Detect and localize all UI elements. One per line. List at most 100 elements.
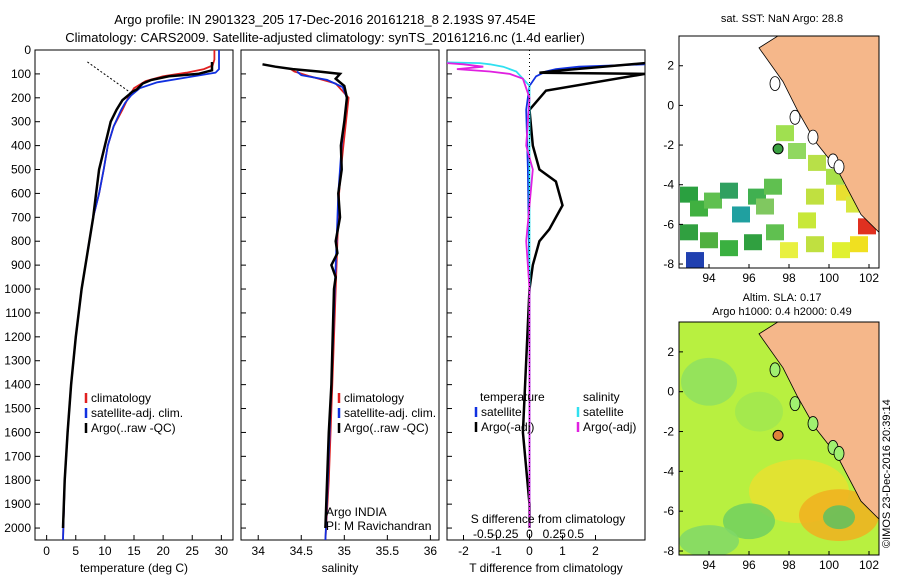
map-x-tick-label: 98 [782,271,796,285]
map-content [679,322,879,555]
legend-entry: Argo(-adj) [481,420,534,434]
legend-entry: climatology [344,391,404,405]
legend-entry: satellite-adj. clim. [344,406,436,420]
y-tick-label: 1800 [4,473,31,487]
mixed-layer-marker [87,61,132,94]
landmass-sumatra [758,36,879,233]
pi-label: PI: M Ravichandran [326,519,431,533]
series-line-argo-raw-qc- [61,62,214,529]
map-y-tick-label: 0 [667,385,674,399]
x-tick-label: 30 [215,544,229,558]
y-tick-label: 1000 [4,282,31,296]
map-frame [678,35,880,269]
sla-anomaly-patch [823,505,855,530]
y-tick-label: 200 [11,91,31,105]
x-tick-label: 1 [559,544,566,558]
x-tick-label: 34 [252,544,266,558]
series-line-argo-raw-qc- [262,63,349,529]
map-y-tick-label: -4 [663,178,674,192]
x-tick-label: 35 [338,544,352,558]
sst-cell [744,234,762,251]
salinity-tick-label: 0.25 [543,527,567,541]
map-y-tick-label: 2 [667,345,674,359]
x-tick-label: -2 [458,544,469,558]
y-tick-label: 1300 [4,354,31,368]
plot-frame [446,49,646,541]
x-tick-label: 0 [526,544,533,558]
y-tick-label: 600 [11,186,31,200]
legend-entry: satellite-adj. clim. [91,406,183,420]
sst-cell [690,200,708,217]
sla-anomaly-patch [681,357,737,406]
series-line-satellite [447,61,531,528]
salinity-tick-label: 0 [526,527,533,541]
island-outline [807,416,819,431]
map-x-tick-label: 100 [819,558,839,572]
island-outline [769,76,781,91]
map-y-tick-label: -6 [663,504,674,518]
sla-anomaly-patch [735,391,783,432]
legend-entry: satellite [481,405,522,419]
map-x-tick-label: 102 [859,558,879,572]
sst-cell [808,154,826,171]
x-tick-label: 20 [156,544,170,558]
float-program-label: Argo INDIA [326,505,387,519]
legend-heading-temperature: temperature [480,390,545,404]
difference-panel: -2 -1 0 1 2 T difference from climatology S di… [446,49,646,575]
x-axis-label: salinity [322,561,359,575]
series-line-argo-adj- [447,62,534,528]
sla-anomaly-patch [723,503,775,540]
sst-cell [832,242,850,259]
sla-map-title-line2: Argo h1000: 0.4 h2000: 0.49 [712,306,852,318]
temperature-panel: 0 5 10 15 20 25 300100200300400500600700800900… [4,43,234,575]
island-outline [769,362,781,378]
sst-cell [806,236,824,253]
sst-cell [680,186,698,203]
island-outline [807,129,819,145]
map-x-tick-label: 96 [742,558,756,572]
island-outline [789,109,801,125]
sst-cell [764,178,782,195]
island-outline [833,446,845,461]
sst-cell [806,188,824,205]
sst-cell [850,236,868,253]
sst-map-title: sat. SST: NaN Argo: 28.8 [720,13,844,25]
legend-heading-salinity: salinity [583,390,620,404]
plot-frame [240,49,440,541]
map-y-tick-label: -2 [663,425,674,439]
map-y-tick-label: -6 [663,217,674,231]
sst-cell [720,240,738,257]
x-tick-label: 34.5 [290,544,314,558]
y-tick-label: 2000 [4,521,31,535]
salinity-diff-axis-label: S difference from climatology [471,512,626,526]
argo-float-marker [772,143,784,155]
legend-entry: satellite [583,405,624,419]
y-tick-label: 1600 [4,425,31,439]
map-y-tick-label: -2 [663,138,674,152]
x-tick-label: -1 [491,544,502,558]
sst-cell [788,143,806,160]
x-tick-label: 25 [186,544,200,558]
salinity-tick-label: 0.5 [567,527,584,541]
island-outline [833,159,845,175]
island-outline [789,396,801,412]
map-y-tick-label: -8 [663,544,674,558]
legend-entry: Argo(-adj) [583,420,636,434]
y-tick-label: 1100 [5,306,31,320]
map-y-tick-label: 2 [667,59,674,73]
sst-cell [780,242,798,259]
map-x-tick-label: 94 [702,271,716,285]
legend-entry: climatology [91,391,151,405]
y-tick-label: 800 [11,234,31,248]
map-content [679,36,879,268]
x-tick-label: 5 [72,544,79,558]
x-tick-label: 35.5 [376,544,400,558]
sst-cell [798,212,816,229]
sst-cell [732,206,750,223]
argo-float-marker [772,429,784,441]
y-tick-label: 100 [11,67,31,81]
y-tick-label: 1500 [4,402,31,416]
chart-title-line2: Climatology: CARS2009. Satellite-adjuste… [65,30,585,45]
map-x-tick-label: 94 [702,558,716,572]
